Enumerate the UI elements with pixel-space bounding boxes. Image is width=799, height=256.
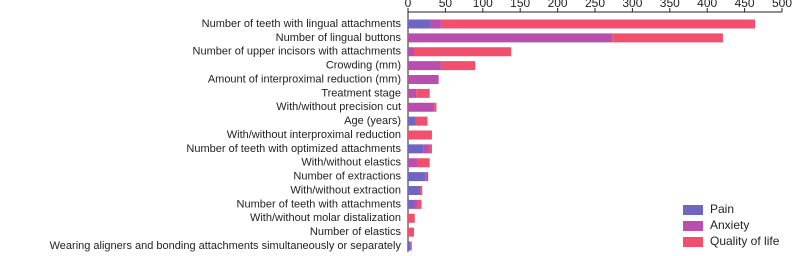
bar-segment [413, 199, 417, 209]
x-tick-label: 400 [697, 0, 717, 10]
bar-segment [408, 241, 411, 251]
y-tick-label: Age (years) [344, 115, 401, 127]
y-tick-label: Number of upper incisors with attachment… [193, 46, 402, 58]
bar-segment [408, 144, 424, 154]
y-tick-label: Number of lingual buttons [276, 32, 402, 44]
x-tick-label: 250 [585, 0, 605, 10]
y-tick-label: Number of teeth with lingual attachments [202, 18, 402, 30]
y-tick-label: With/without precision cut [276, 101, 401, 113]
x-tick-label: 350 [660, 0, 680, 10]
bar-segment [408, 158, 417, 168]
x-tick-label: 500 [772, 0, 792, 10]
x-tick-label: 300 [622, 0, 642, 10]
legend-swatch [683, 237, 703, 247]
bar-segment [428, 144, 432, 154]
bar-segment [408, 130, 432, 140]
bar-segment [408, 75, 439, 84]
y-tick-label: With/without extraction [290, 184, 401, 196]
bar-segment [410, 241, 412, 251]
y-tick-label: With/without molar distalization [250, 212, 401, 224]
y-tick-label: Number of elastics [310, 226, 402, 238]
bar-segment [416, 199, 422, 209]
x-tick-label: 200 [548, 0, 568, 10]
x-tick-label: 100 [473, 0, 493, 10]
y-tick-label: Wearing aligners and bonding attachments… [50, 240, 402, 252]
y-tick-label: Crowding (mm) [326, 60, 401, 72]
bar-segment [612, 33, 723, 43]
legend-swatch [683, 221, 703, 231]
x-tick-label: 450 [735, 0, 755, 10]
y-tick-label: Amount of interproximal reduction (mm) [208, 73, 401, 85]
bar-segment [408, 172, 426, 182]
bar-segment [416, 158, 430, 168]
bar-segment [425, 172, 429, 182]
bar-segment [419, 186, 423, 195]
bar-segment [408, 213, 415, 223]
bar-segment [408, 186, 420, 195]
bar-segment [408, 88, 417, 98]
x-tick-label: 50 [439, 0, 453, 10]
bar-segment [423, 144, 429, 154]
bar-segment [408, 61, 441, 71]
bar-segment [408, 102, 435, 112]
y-tick-label: Treatment stage [321, 87, 401, 99]
legend-label: Anxiety [710, 218, 749, 232]
bar-segment [408, 227, 414, 237]
y-tick-label: Number of extractions [293, 171, 401, 183]
bar-segment [408, 33, 613, 43]
bar-segment [408, 19, 431, 29]
bar-segment [415, 116, 428, 126]
y-tick-label: Number of teeth with attachments [237, 198, 402, 210]
bar-segment [434, 102, 437, 112]
bar-segment [440, 61, 476, 71]
bar-segment [416, 88, 430, 98]
y-tick-label: With/without elastics [301, 157, 401, 169]
y-tick-label: Number of teeth with optimized attachmen… [186, 143, 401, 155]
bar-segment [408, 47, 414, 57]
bar-segment [408, 116, 416, 126]
legend-swatch [683, 205, 703, 215]
x-tick-label: 150 [510, 0, 530, 10]
bar-segment [430, 19, 441, 29]
x-tick-label: 0 [405, 0, 412, 10]
bar-segment [440, 19, 756, 29]
y-tick-label: With/without interproximal reduction [227, 129, 401, 141]
legend-label: Quality of life [710, 234, 780, 248]
legend-label: Pain [710, 202, 734, 216]
bar-segment [408, 199, 414, 209]
bar-segment [413, 47, 512, 57]
